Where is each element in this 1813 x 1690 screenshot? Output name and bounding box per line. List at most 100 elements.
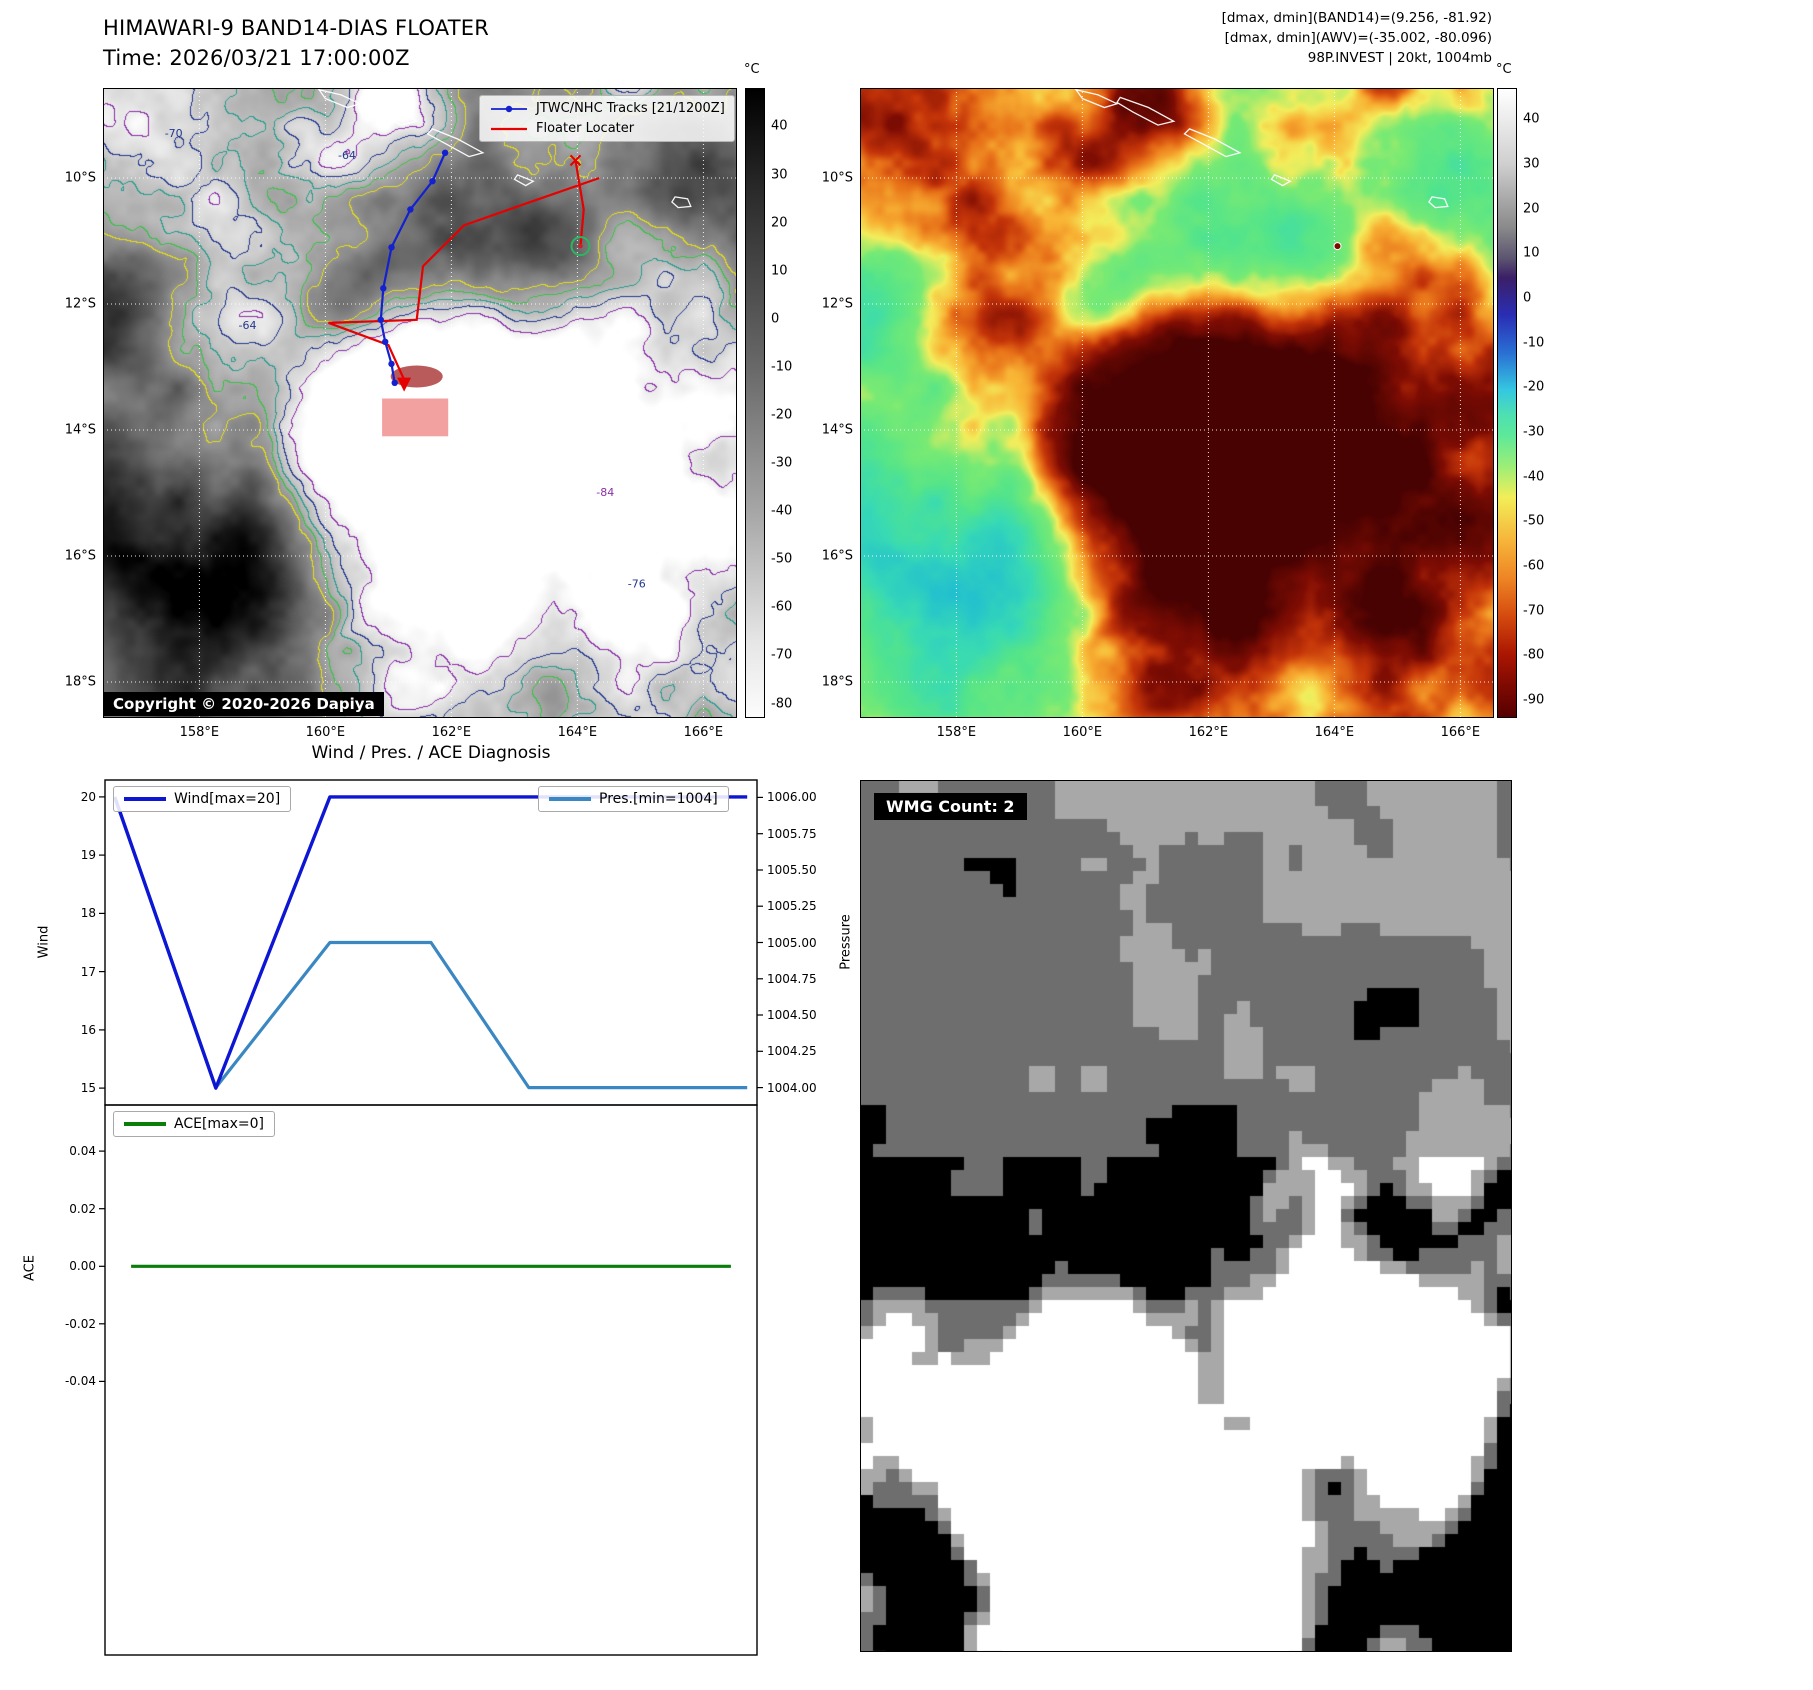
coastline xyxy=(513,174,535,187)
map-lat-tick-label: 12°S xyxy=(64,296,96,312)
pressure-tick-label: 1004.50 xyxy=(767,1008,817,1023)
wind-legend-line xyxy=(124,797,166,801)
ace-tick-label: 0.02 xyxy=(69,1201,96,1216)
contour-label: -64 xyxy=(239,319,257,332)
wind-tick-label: 16 xyxy=(80,1022,96,1037)
pressure-tick-label: 1004.00 xyxy=(767,1080,817,1095)
wind-legend: Wind[max=20] xyxy=(113,786,292,812)
colorbar-tick-label: -50 xyxy=(1523,513,1545,529)
colorbar-tick-label: -50 xyxy=(771,551,793,567)
colorbar-tick-label: 10 xyxy=(1523,245,1540,261)
invest-dot xyxy=(578,243,583,249)
coastline xyxy=(317,88,362,109)
contour-label: -70 xyxy=(165,127,183,140)
coastline xyxy=(426,128,485,158)
map-lon-tick-label: 164°E xyxy=(1314,725,1355,740)
legend-row-tracks: JTWC/NHC Tracks [21/1200Z] xyxy=(489,101,725,116)
awv-overlay xyxy=(860,88,1494,718)
pressure-tick-label: 1005.00 xyxy=(767,935,817,950)
ace-tick-label: -0.04 xyxy=(64,1374,96,1389)
ace-tick-label: 0.00 xyxy=(69,1259,96,1274)
pressure-tick-label: 1005.50 xyxy=(767,862,817,877)
pressure-tick-label: 1005.75 xyxy=(767,826,817,841)
diagnosis-chart xyxy=(99,779,763,1656)
colorbar-tick-label: -30 xyxy=(1523,424,1545,440)
copyright-label: Copyright © 2020-2026 Dapiya xyxy=(104,692,384,716)
jtwc-track-point xyxy=(382,338,389,345)
colorbar-tick-label: 0 xyxy=(771,311,780,327)
jtwc-track-point xyxy=(377,316,384,323)
map-lon-tick-label: 160°E xyxy=(305,725,346,740)
map-lon-tick-label: 166°E xyxy=(683,725,724,740)
coastline xyxy=(1116,96,1176,126)
colorbar-tick-label: 0 xyxy=(1523,290,1532,306)
band14-colorbar xyxy=(745,88,765,718)
coastline xyxy=(671,196,692,209)
band14-overlay: -70 -64 -64 -84 -76 xyxy=(103,88,737,718)
wind-axis-label: Wind xyxy=(36,925,52,959)
colorbar-tick-label: -70 xyxy=(1523,603,1545,619)
band14-legend: JTWC/NHC Tracks [21/1200Z] Floater Locat… xyxy=(479,95,735,142)
awv-colorbar xyxy=(1497,88,1517,718)
floater-track-line xyxy=(328,176,600,381)
coastline xyxy=(1428,196,1449,209)
colorbar-tick-label: -10 xyxy=(1523,335,1545,351)
pres-legend-label: Pres.[min=1004] xyxy=(599,791,718,807)
jtwc-track-point xyxy=(380,285,387,292)
colorbar-tick-label: -60 xyxy=(771,599,793,615)
map-lat-tick-label: 16°S xyxy=(64,548,96,564)
colorbar-tick-label: 40 xyxy=(771,118,788,134)
legend-row-floater: Floater Locater xyxy=(489,121,725,136)
pressure-axis-label: Pressure xyxy=(838,914,854,970)
ace-axes-frame xyxy=(104,1104,758,1656)
wmg-image-canvas xyxy=(860,780,1512,1652)
floater-x-marker xyxy=(569,154,582,167)
wind-tick-label: 20 xyxy=(80,789,96,804)
dmax-dmin-band14-annotation: [dmax, dmin](BAND14)=(9.256, -81.92) xyxy=(1221,10,1492,26)
wmg-count-label: WMG Count: 2 xyxy=(874,793,1027,820)
ace-legend: ACE[max=0] xyxy=(113,1111,276,1137)
colorbar-tick-label: 10 xyxy=(771,263,788,279)
pressure-tick-label: 1004.75 xyxy=(767,971,817,986)
colorbar-tick-label: -70 xyxy=(771,647,793,663)
contour-label: -64 xyxy=(338,149,356,162)
colorbar-tick-label: 40 xyxy=(1523,111,1540,127)
wind-tick-label: 19 xyxy=(80,848,96,863)
pressure-tick-label: 1004.25 xyxy=(767,1044,817,1059)
map-lat-tick-label: 14°S xyxy=(64,422,96,438)
coastline xyxy=(1270,174,1292,187)
awv-colorbar-unit: °C xyxy=(1496,62,1512,77)
jtwc-track-point xyxy=(407,206,414,213)
map-lat-tick-label: 12°S xyxy=(821,296,853,312)
colorbar-tick-label: 30 xyxy=(771,167,788,183)
colorbar-tick-label: -80 xyxy=(771,696,793,712)
colorbar-tick-label: -30 xyxy=(771,455,793,471)
wind-legend-label: Wind[max=20] xyxy=(174,791,281,807)
wind-tick-label: 15 xyxy=(80,1081,96,1096)
ace-tick-label: 0.04 xyxy=(69,1144,96,1159)
band14-colorbar-unit: °C xyxy=(744,62,760,77)
map-lat-tick-label: 18°S xyxy=(821,674,853,690)
map-lon-tick-label: 158°E xyxy=(179,725,220,740)
map-lon-tick-label: 158°E xyxy=(936,725,977,740)
map-lat-tick-label: 16°S xyxy=(821,548,853,564)
jtwc-track-point xyxy=(391,379,398,386)
colorbar-tick-label: -40 xyxy=(771,503,793,519)
colorbar-tick-label: 20 xyxy=(1523,201,1540,217)
ace-legend-line xyxy=(124,1122,166,1126)
jtwc-track-point xyxy=(441,149,449,156)
colorbar-tick-label: -20 xyxy=(1523,379,1545,395)
colorbar-tick-label: -10 xyxy=(771,359,793,375)
colorbar-tick-label: 20 xyxy=(771,215,788,231)
tracks-legend-dot xyxy=(505,105,513,112)
pres-legend: Pres.[min=1004] xyxy=(538,786,729,812)
jtwc-track-point xyxy=(388,360,395,368)
awv-satellite-canvas xyxy=(860,88,1494,718)
wind-tick-label: 17 xyxy=(80,964,96,979)
floater-target-box xyxy=(382,398,449,437)
dmax-dmin-awv-annotation: [dmax, dmin](AWV)=(-35.002, -80.096) xyxy=(1224,30,1492,46)
pressure-tick-label: 1006.00 xyxy=(767,790,817,805)
coastline xyxy=(359,96,419,126)
floater-arrowhead xyxy=(397,377,412,392)
